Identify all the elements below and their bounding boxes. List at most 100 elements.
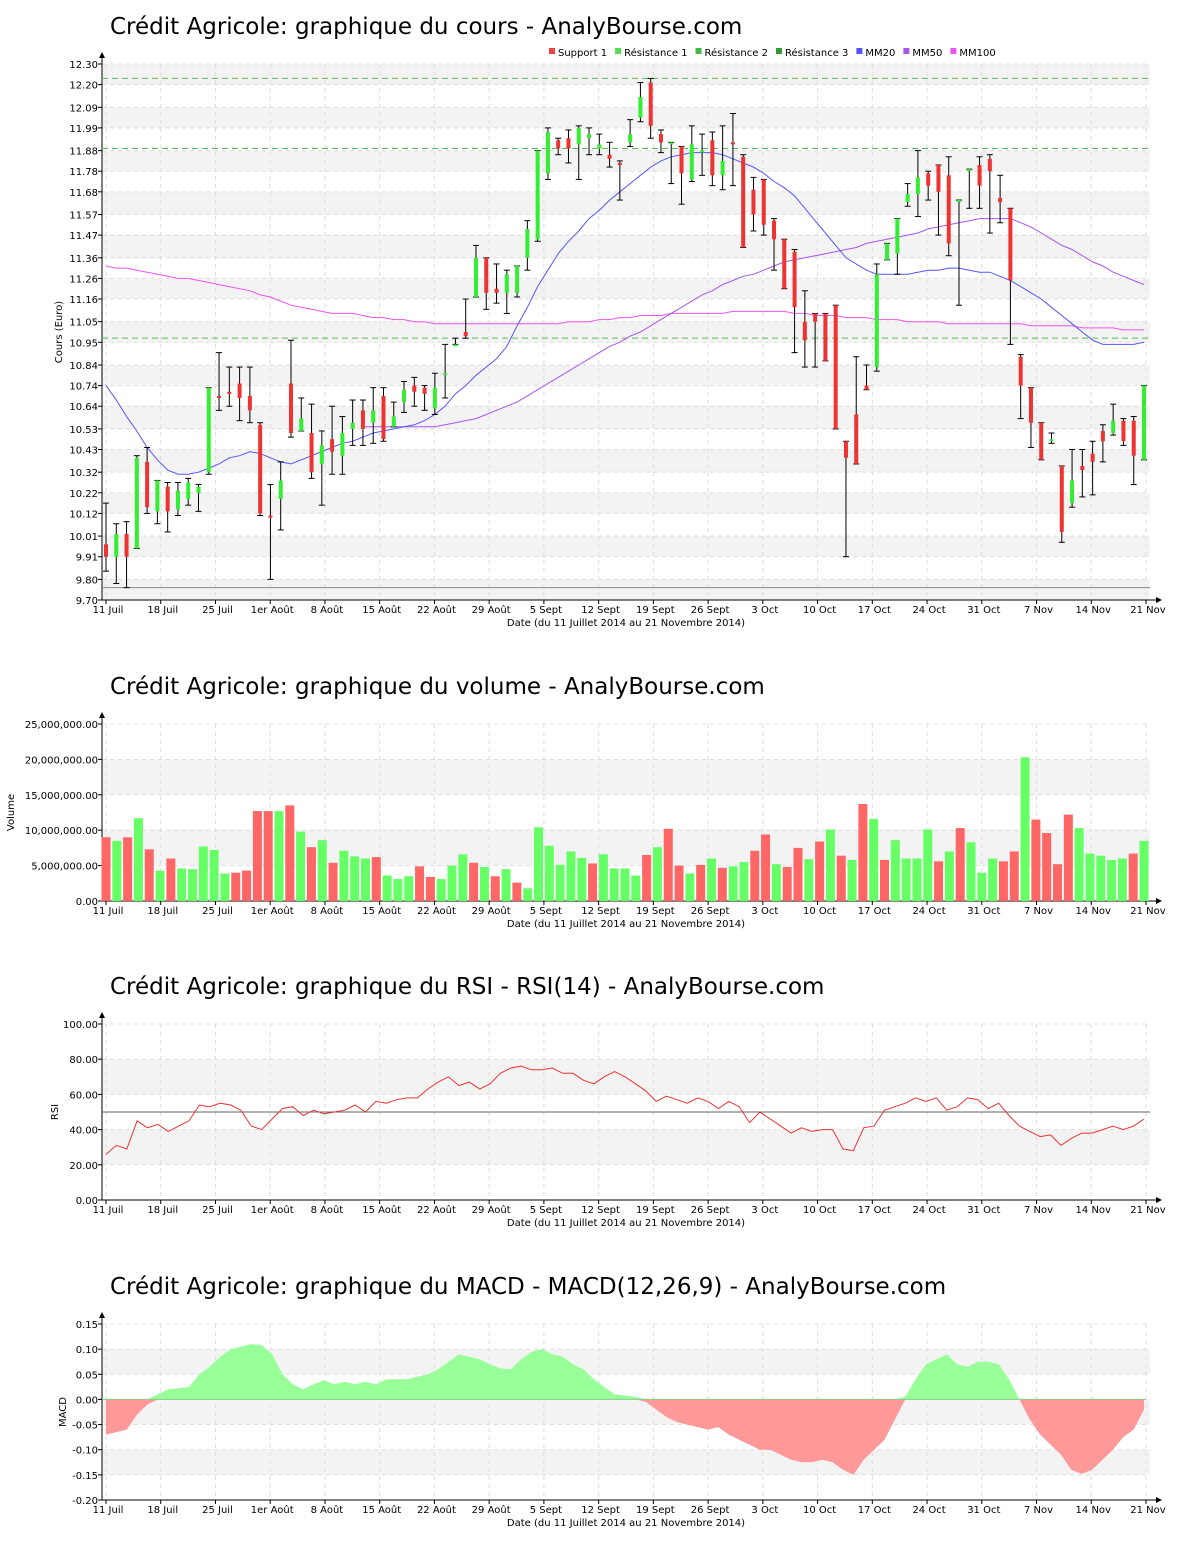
volume-bar bbox=[350, 856, 360, 901]
y-tick-label: 0.15 bbox=[76, 1320, 98, 1331]
candle-body bbox=[1090, 453, 1095, 462]
x-tick-label: 22 Août bbox=[417, 1204, 456, 1216]
volume-bar bbox=[166, 858, 176, 901]
volume-bar bbox=[101, 837, 111, 901]
x-tick-label: 3 Oct bbox=[751, 1205, 778, 1216]
volume-bar bbox=[782, 867, 792, 901]
candle-body bbox=[566, 138, 571, 149]
y-tick-label: 10.53 bbox=[69, 425, 98, 436]
x-tick-label: 19 Sept bbox=[636, 1205, 675, 1216]
x-tick-label: 29 Août bbox=[472, 905, 511, 917]
x-tick-label: 24 Oct bbox=[912, 1505, 945, 1516]
volume-bar bbox=[588, 863, 598, 901]
y-tick-label: 40.00 bbox=[69, 1126, 98, 1137]
candle-body bbox=[402, 389, 407, 403]
rsi-line bbox=[105, 1065, 1145, 1155]
grid-band bbox=[102, 364, 1150, 386]
x-tick-label: 24 Oct bbox=[912, 605, 945, 616]
y-tick-label: 10.64 bbox=[69, 402, 98, 413]
candle-body bbox=[792, 251, 797, 308]
candle-body bbox=[905, 193, 910, 203]
x-tick-label: 8 Août bbox=[311, 1204, 344, 1216]
candle-body bbox=[1028, 387, 1033, 423]
candle-body bbox=[895, 218, 900, 254]
x-tick-label: 25 Juil bbox=[202, 1505, 233, 1516]
legend-label: MM50 bbox=[912, 48, 942, 59]
volume-bar bbox=[620, 868, 630, 901]
legend-swatch bbox=[695, 48, 702, 54]
volume-bar bbox=[652, 847, 662, 901]
volume-bar bbox=[1107, 859, 1117, 901]
x-tick-label: 12 Sept bbox=[581, 605, 620, 616]
x-tick-label: 26 Sept bbox=[691, 1505, 730, 1516]
volume-bar bbox=[1053, 864, 1062, 901]
y-axis-arrow bbox=[99, 1012, 105, 1018]
candle-body bbox=[1142, 385, 1146, 460]
grid-band bbox=[102, 536, 1150, 557]
legend-label: Résistance 1 bbox=[624, 47, 687, 59]
y-tick-label: 10.12 bbox=[69, 509, 98, 520]
x-tick-label: 15 Août bbox=[362, 604, 401, 616]
y-tick-label: 10,000,000.00 bbox=[25, 826, 98, 837]
legend-label: Support 1 bbox=[558, 48, 607, 59]
x-tick-label: 10 Oct bbox=[803, 1505, 836, 1516]
legend-swatch bbox=[549, 48, 555, 54]
x-tick-label: 17 Oct bbox=[858, 906, 891, 917]
macd-chart: Crédit Agricole: graphique du MACD - MAC… bbox=[58, 1274, 1166, 1529]
volume-bar bbox=[415, 866, 425, 901]
mm20-line bbox=[105, 152, 1145, 475]
grid-band bbox=[102, 278, 1150, 300]
volume-bar bbox=[1128, 853, 1138, 901]
grid-band bbox=[102, 107, 1150, 128]
volume-bar bbox=[901, 858, 911, 901]
volume-bar bbox=[998, 861, 1008, 901]
y-tick-label: 11.16 bbox=[69, 295, 98, 306]
x-axis-label: Date (du 11 Juillet 2014 au 21 Novembre … bbox=[507, 1518, 745, 1529]
volume-bar bbox=[934, 861, 944, 901]
volume-bar bbox=[523, 888, 533, 901]
y-tick-label: 12.30 bbox=[69, 60, 98, 71]
volume-bar bbox=[544, 845, 554, 901]
candle-body bbox=[669, 142, 674, 145]
x-tick-label: 25 Juil bbox=[202, 605, 233, 616]
candle-body bbox=[967, 169, 972, 172]
candle-body bbox=[515, 266, 520, 293]
y-tick-label: 11.88 bbox=[69, 147, 98, 158]
volume-bar bbox=[144, 849, 154, 901]
candle-body bbox=[638, 96, 643, 118]
x-tick-label: 11 Juil bbox=[93, 906, 124, 917]
x-tick-label: 31 Oct bbox=[967, 906, 1000, 917]
x-tick-label: 22 Août bbox=[417, 1504, 456, 1516]
candle-body bbox=[134, 457, 139, 549]
x-tick-label: 17 Oct bbox=[858, 1205, 891, 1216]
volume-bar bbox=[285, 805, 295, 901]
y-tick-label: 0.00 bbox=[76, 1196, 98, 1207]
candle-body bbox=[299, 418, 304, 431]
volume-bar bbox=[717, 867, 727, 901]
volume-bar bbox=[1009, 851, 1019, 901]
volume-bar bbox=[609, 868, 619, 901]
legend-swatch bbox=[950, 48, 957, 54]
candle-body bbox=[484, 257, 489, 293]
candle-body bbox=[350, 422, 355, 429]
volume-bar bbox=[815, 841, 825, 901]
candle-body bbox=[535, 150, 540, 240]
volume-bar bbox=[1042, 833, 1052, 901]
y-axis-arrow bbox=[99, 712, 105, 718]
candle-body bbox=[278, 480, 283, 499]
y-tick-label: 25,000,000.00 bbox=[25, 720, 98, 731]
x-tick-label: 19 Sept bbox=[636, 906, 675, 917]
y-tick-label: 100.00 bbox=[63, 1020, 98, 1031]
y-tick-label: 11.78 bbox=[69, 167, 98, 178]
price-chart: Crédit Agricole: graphique du cours - An… bbox=[54, 14, 1166, 629]
x-tick-label: 26 Sept bbox=[691, 906, 730, 917]
volume-bar bbox=[123, 837, 133, 901]
legend-label: MM100 bbox=[959, 48, 995, 59]
volume-bar bbox=[317, 840, 327, 901]
candle-body bbox=[946, 175, 951, 244]
candle-body bbox=[874, 274, 879, 368]
volume-bar bbox=[804, 859, 814, 901]
volume-bar bbox=[836, 855, 846, 901]
volume-bar bbox=[685, 873, 695, 901]
grid-band bbox=[102, 321, 1150, 343]
